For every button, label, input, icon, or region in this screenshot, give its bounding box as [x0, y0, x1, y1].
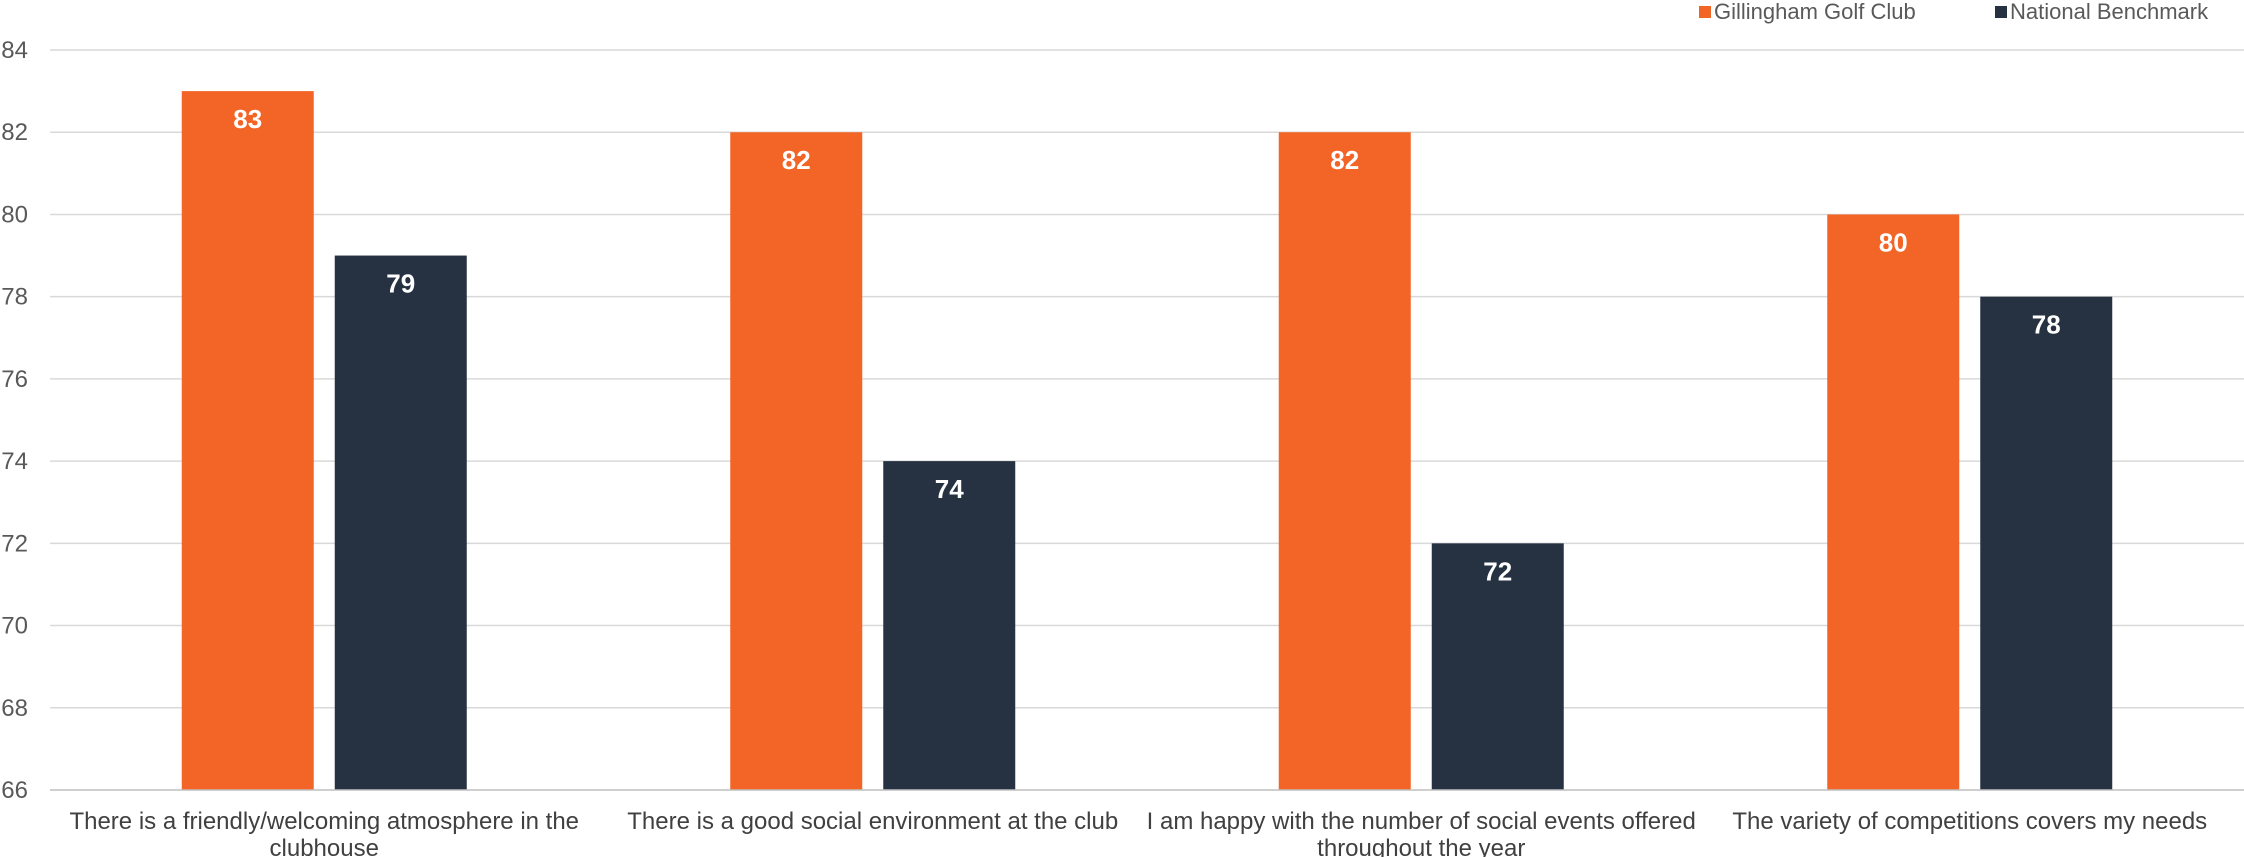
data-label: 79 [386, 269, 415, 299]
bars: 83 79 82 74 82 72 80 78 [181, 91, 2113, 791]
data-label: 74 [935, 474, 964, 504]
x-tick-label: The variety of competitions covers my ne… [1732, 808, 2207, 835]
legend-swatch [1995, 6, 2007, 18]
bar [883, 461, 1016, 790]
bar [1827, 214, 1960, 790]
y-tick-label: 84 [1, 37, 28, 64]
bar [1431, 543, 1564, 790]
bar [334, 255, 467, 791]
data-label: 80 [1879, 227, 1908, 257]
bar [1278, 132, 1411, 790]
data-label: 78 [2032, 310, 2061, 340]
data-label: 82 [782, 145, 811, 175]
x-axis: There is a friendly/welcoming atmosphere… [50, 789, 2244, 857]
x-tick-label: I am happy with the number of social eve… [1147, 808, 1696, 857]
legend-label: Gillingham Golf Club [1714, 0, 1916, 24]
y-tick-label: 72 [1, 530, 28, 557]
bar [730, 132, 863, 790]
data-label: 83 [233, 104, 262, 134]
y-tick-label: 66 [1, 777, 28, 804]
y-tick-label: 70 [1, 613, 28, 640]
y-axis: 84 82 80 78 76 74 72 70 68 66 [1, 37, 28, 804]
legend: Gillingham Golf Club National Benchmark [1699, 0, 2209, 24]
data-label: 72 [1483, 556, 1512, 586]
legend-label: National Benchmark [2010, 0, 2209, 24]
y-tick-label: 78 [1, 284, 28, 311]
x-tick-label: There is a good social environment at th… [627, 808, 1118, 835]
bar [181, 91, 314, 791]
bar [1980, 296, 2113, 790]
x-tick-label: There is a friendly/welcoming atmosphere… [69, 808, 579, 857]
y-tick-label: 68 [1, 695, 28, 722]
y-tick-label: 76 [1, 366, 28, 393]
data-label: 82 [1330, 145, 1359, 175]
y-tick-label: 82 [1, 119, 28, 146]
legend-swatch [1699, 6, 1711, 18]
y-tick-label: 80 [1, 201, 28, 228]
y-tick-label: 74 [1, 448, 28, 475]
